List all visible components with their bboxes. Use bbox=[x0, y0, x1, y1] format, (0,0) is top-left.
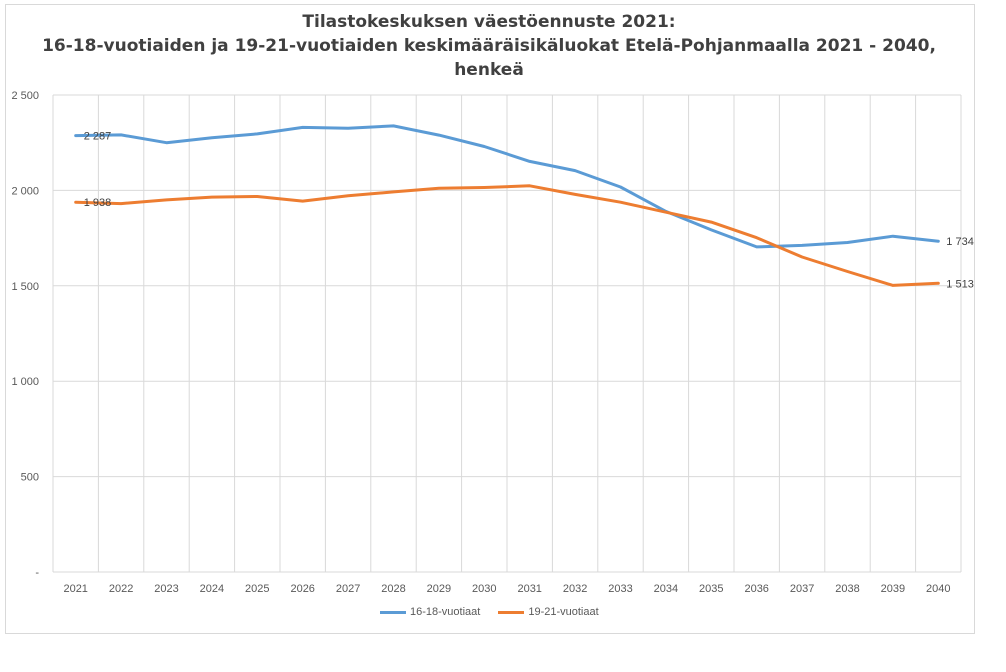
x-tick-label: 2025 bbox=[245, 583, 269, 595]
legend: 16-18-vuotiaat 19-21-vuotiaat bbox=[380, 606, 599, 618]
x-tick-label: 2034 bbox=[654, 583, 678, 595]
data-label-0-0: 2 287 bbox=[84, 131, 112, 143]
legend-item-19-21: 19-21-vuotiaat bbox=[498, 606, 599, 618]
x-tick-label: 2037 bbox=[790, 583, 814, 595]
y-tick-label: - bbox=[35, 567, 39, 579]
x-tick-label: 2028 bbox=[381, 583, 405, 595]
legend-label-16-18: 16-18-vuotiaat bbox=[410, 606, 481, 618]
data-label-1-0: 1 938 bbox=[84, 197, 112, 209]
x-tick-label: 2036 bbox=[744, 583, 768, 595]
series-line-0 bbox=[74, 124, 940, 249]
chart-title-line-1: Tilastokeskuksen väestöennuste 2021: bbox=[302, 12, 676, 32]
y-tick-label: 1 000 bbox=[11, 376, 39, 388]
legend-label-19-21: 19-21-vuotiaat bbox=[528, 606, 599, 618]
legend-swatch-19-21 bbox=[498, 610, 525, 614]
chart-title-line-2: 16-18-vuotiaiden ja 19-21-vuotiaiden kes… bbox=[42, 36, 936, 56]
series-line-1 bbox=[74, 184, 940, 287]
x-tick-label: 2038 bbox=[835, 583, 859, 595]
legend-swatch-16-18 bbox=[380, 610, 406, 614]
x-tick-label: 2035 bbox=[699, 583, 723, 595]
x-tick-label: 2031 bbox=[517, 583, 541, 595]
chart-frame bbox=[5, 4, 975, 634]
chart-title: Tilastokeskuksen väestöennuste 2021: 16-… bbox=[0, 10, 978, 82]
x-tick-label: 2040 bbox=[926, 583, 950, 595]
y-tick-label: 500 bbox=[21, 472, 39, 484]
x-tick-label: 2027 bbox=[336, 583, 360, 595]
data-label-1-19: 1 513 bbox=[946, 278, 974, 290]
x-tick-label: 2021 bbox=[63, 583, 87, 595]
y-tick-label: 1 500 bbox=[11, 281, 39, 293]
y-tick-label: 2 500 bbox=[11, 90, 39, 102]
y-tick-label: 2 000 bbox=[11, 185, 39, 197]
legend-item-16-18: 16-18-vuotiaat bbox=[380, 606, 480, 618]
chart-title-line-3: henkeä bbox=[454, 60, 524, 80]
x-tick-label: 2033 bbox=[608, 583, 632, 595]
x-tick-label: 2030 bbox=[472, 583, 496, 595]
x-tick-label: 2026 bbox=[290, 583, 314, 595]
data-label-0-19: 1 734 bbox=[946, 236, 974, 248]
x-tick-label: 2039 bbox=[881, 583, 905, 595]
x-tick-label: 2022 bbox=[109, 583, 133, 595]
x-tick-label: 2032 bbox=[563, 583, 587, 595]
x-tick-label: 2029 bbox=[427, 583, 451, 595]
x-tick-label: 2023 bbox=[154, 583, 178, 595]
x-tick-label: 2024 bbox=[200, 583, 224, 595]
